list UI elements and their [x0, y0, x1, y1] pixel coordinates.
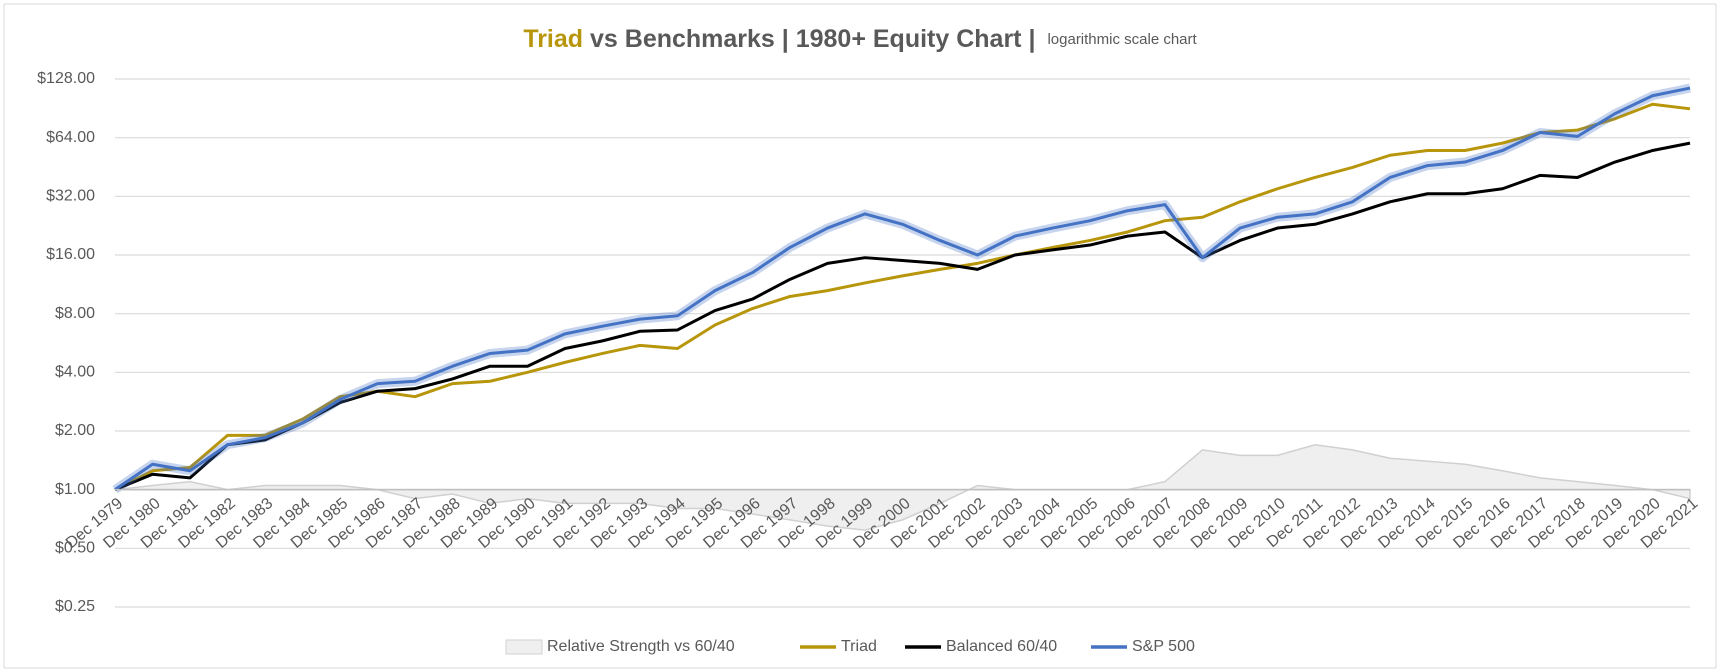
y-tick-label: $2.00 — [55, 422, 95, 439]
y-tick-label: $8.00 — [55, 305, 95, 322]
plot — [112, 83, 1691, 531]
legend-label: S&P 500 — [1132, 638, 1195, 655]
legend: Relative Strength vs 60/40 Triad Balanced … — [505, 638, 1195, 655]
legend-label: Triad — [841, 638, 877, 655]
legend-label: Relative Strength vs 60/40 — [547, 638, 735, 655]
line — [114, 86, 1691, 491]
legend-label: Balanced 60/40 — [946, 638, 1057, 655]
y-tick-label: $128.00 — [37, 70, 95, 87]
y-tick-label: $16.00 — [46, 246, 95, 263]
y-tick-label: $1.00 — [55, 481, 95, 498]
area — [114, 443, 1691, 531]
line — [114, 141, 1691, 492]
y-tick-label: $4.00 — [55, 364, 95, 381]
y-tick-label: $0.25 — [55, 598, 95, 615]
y-tick-label: $64.00 — [46, 129, 95, 146]
legend-swatch — [505, 639, 543, 655]
title-note: logarithmic scale chart — [1047, 31, 1197, 48]
chart-title: Triad vs Benchmarks | 1980+ Equity Chart… — [523, 25, 1197, 53]
chart-frame — [3, 3, 1717, 669]
title-main: vs Benchmarks | 1980+ Equity Chart | — [583, 25, 1035, 53]
title-highlight: Triad — [523, 25, 583, 53]
y-tick-label: $0.50 — [55, 540, 95, 557]
y-tick-label: $32.00 — [46, 188, 95, 205]
